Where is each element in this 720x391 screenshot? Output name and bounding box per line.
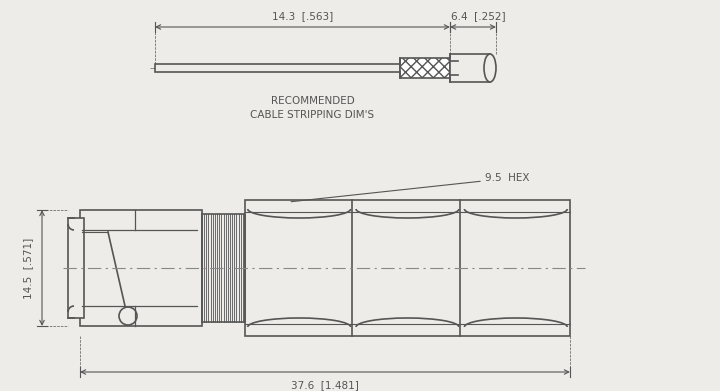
Bar xyxy=(400,58,450,78)
Text: 14.5  [.571]: 14.5 [.571] xyxy=(23,237,33,299)
Bar xyxy=(450,54,490,82)
Text: 6.4  [.252]: 6.4 [.252] xyxy=(451,11,505,21)
Text: 14.3  [.563]: 14.3 [.563] xyxy=(272,11,333,21)
Text: RECOMMENDED: RECOMMENDED xyxy=(271,96,354,106)
Text: 9.5  HEX: 9.5 HEX xyxy=(485,173,529,183)
Bar xyxy=(155,64,400,72)
Text: 37.6  [1.481]: 37.6 [1.481] xyxy=(291,380,359,390)
Text: CABLE STRIPPING DIM'S: CABLE STRIPPING DIM'S xyxy=(251,110,374,120)
Bar xyxy=(68,218,84,318)
Ellipse shape xyxy=(484,54,496,82)
Bar xyxy=(202,214,245,322)
Bar xyxy=(80,210,202,326)
Bar xyxy=(245,200,570,336)
